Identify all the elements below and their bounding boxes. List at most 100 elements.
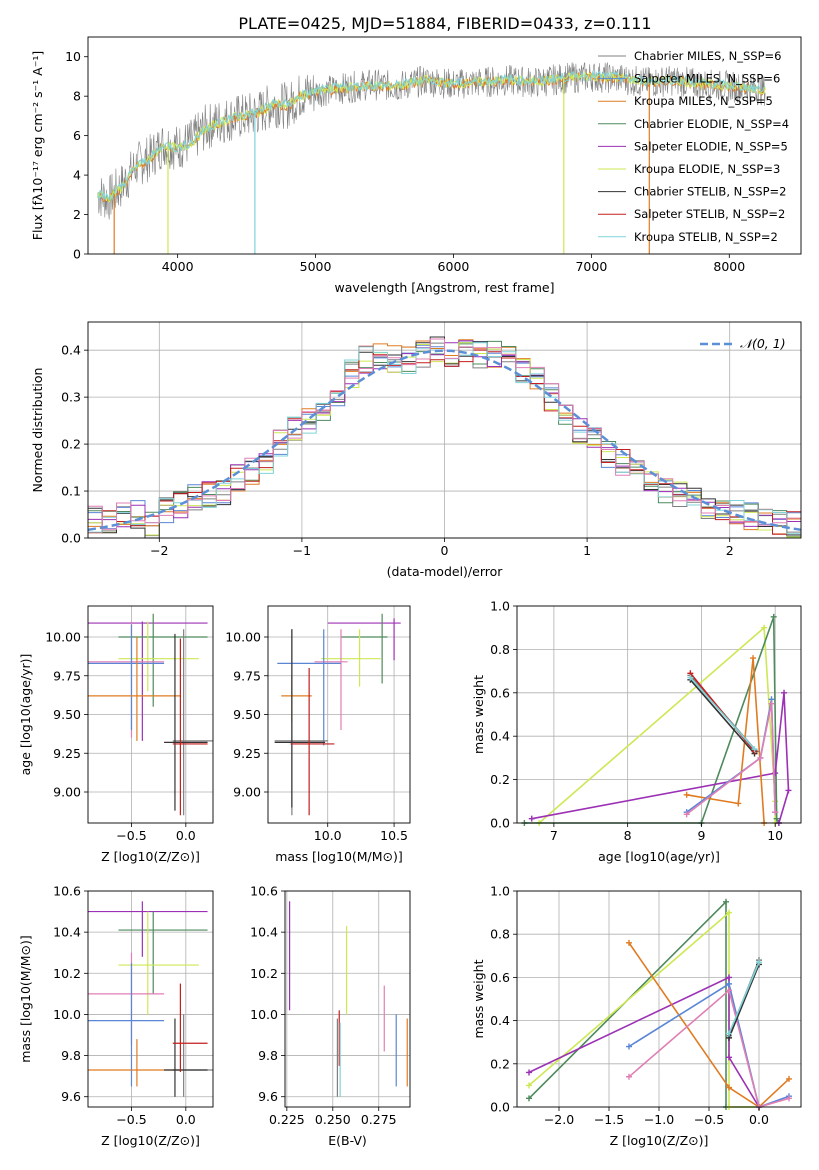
y-tick-label: 0.8	[490, 927, 510, 942]
x-axis-label: age [log10(age/yr)]	[598, 849, 720, 864]
y-tick-label: 10.2	[53, 966, 81, 981]
legend-label: 𝒩(0, 1)	[740, 336, 786, 351]
weight-line	[728, 961, 760, 1034]
x-tick-label: −0.5	[116, 828, 146, 843]
x-tick-label: 0.250	[315, 1112, 351, 1127]
panel-mass_vs_ebv: 0.225 0.250 0.275 9.6 9.8 10.0 10.2 10.4 10.6 E(B…	[250, 884, 411, 1148]
weight-marker	[772, 809, 779, 816]
x-tick-label: 6000	[438, 259, 470, 274]
y-tick-label: 0.3	[61, 390, 81, 405]
y-axis-label: Flux [fλ10⁻¹⁷ erg cm⁻² s⁻¹ A⁻¹]	[30, 51, 45, 240]
weight-line	[628, 988, 790, 1108]
weight-marker	[526, 1095, 532, 1102]
legend-label: Salpeter STELIB, N_SSP=2	[634, 207, 785, 221]
weight-line	[528, 899, 759, 1108]
y-tick-label: 9.75	[53, 668, 81, 683]
weight-marker	[773, 815, 780, 822]
y-tick-label: 10.0	[53, 1007, 81, 1022]
spectrum-lines	[97, 62, 766, 254]
y-tick-label: 0.2	[490, 772, 510, 787]
x-tick-label: 5000	[300, 259, 332, 274]
x-tick-label: −1.5	[594, 1112, 624, 1127]
y-tick-label: 10.00	[225, 630, 261, 645]
weight-line	[686, 658, 765, 824]
weight-line	[628, 982, 790, 1109]
y-tick-label: 0	[73, 247, 81, 262]
legend-label: Salpeter MILES, N_SSP=6	[634, 72, 780, 86]
y-tick-label: 9.00	[53, 785, 81, 800]
x-axis-label: Z [log10(Z/Z⊙)]	[610, 1133, 709, 1148]
x-tick-label: 10.5	[380, 828, 408, 843]
legend-label: Kroupa STELIB, N_SSP=2	[634, 230, 778, 244]
x-tick-label: −2.0	[544, 1112, 574, 1127]
y-tick-label: 0.4	[490, 1013, 510, 1028]
y-tick-label: 9.8	[258, 1048, 278, 1063]
y-tick-label: 1.0	[490, 884, 510, 899]
y-tick-label: 0.2	[490, 1056, 510, 1071]
weight-line	[528, 976, 760, 1108]
y-axis-label: mass weight	[471, 959, 486, 1038]
y-tick-label: 6	[73, 128, 81, 143]
y-tick-label: 10.4	[250, 925, 278, 940]
y-tick-label: 9.6	[61, 1089, 81, 1104]
x-axis-label: (data-model)/error	[387, 564, 504, 579]
weight-marker	[735, 800, 742, 807]
axes-frame	[87, 36, 802, 255]
x-tick-label: 9	[697, 828, 705, 843]
y-tick-label: 0.0	[61, 531, 81, 546]
weight-marker	[751, 746, 758, 753]
y-tick-label: 10.4	[53, 925, 81, 940]
y-tick-label: 10.6	[53, 884, 81, 899]
x-tick-label: 0.275	[361, 1112, 397, 1127]
weight-line	[689, 677, 756, 750]
y-tick-label: 0.8	[490, 642, 510, 657]
x-tick-label: 8000	[713, 259, 745, 274]
weight-marker	[626, 1073, 632, 1080]
y-tick-label: 9.75	[233, 668, 261, 683]
y-axis-label: mass weight	[471, 675, 486, 754]
y-tick-label: 9.50	[233, 707, 261, 722]
histogram-step	[87, 345, 801, 538]
x-tick-label: −1.0	[644, 1112, 674, 1127]
weight-marker	[526, 1069, 532, 1076]
x-tick-label: 0.0	[176, 828, 196, 843]
weight-marker	[626, 1043, 632, 1050]
x-axis-label: E(B-V)	[328, 1133, 367, 1148]
legend-label: Kroupa ELODIE, N_SSP=3	[634, 162, 780, 176]
y-tick-label: 0.0	[490, 1100, 510, 1115]
y-tick-label: 9.25	[53, 746, 81, 761]
y-tick-label: 0.4	[490, 729, 510, 744]
weight-marker	[761, 624, 768, 631]
x-tick-label: −2	[150, 543, 168, 558]
weight-marker	[683, 811, 690, 818]
weight-marker	[528, 815, 535, 822]
x-tick-label: 10.0	[314, 828, 342, 843]
weight-line	[689, 679, 756, 755]
x-axis-label: Z [log10(Z/Z⊙)]	[101, 1133, 200, 1148]
weight-marker	[526, 1082, 532, 1089]
weight-line	[686, 703, 776, 815]
weight-marker	[756, 959, 762, 966]
y-tick-label: 9.50	[53, 707, 81, 722]
y-tick-label: 10.0	[250, 1007, 278, 1022]
y-tick-label: 2	[73, 207, 81, 222]
panel-weight_vs_age: 7 8 9 10 0.0 0.2 0.4 0.6 0.8 1.0 age [log10(age/yr…	[471, 599, 802, 864]
x-tick-label: −0.5	[116, 1112, 146, 1127]
y-tick-label: 9.6	[258, 1089, 278, 1104]
panel-residuals: −2 −1 0 1 2 0.0 0.1 0.2 0.3 0.4 (data-model)/error…	[30, 321, 802, 579]
weight-marker	[726, 909, 732, 916]
weight-marker	[723, 898, 729, 905]
weight-marker	[757, 754, 764, 761]
panel-age_vs_Z: −0.5 0.0 9.00 9.25 9.50 9.75 10.00 Z [log10(Z/Z…	[18, 605, 214, 864]
x-tick-label: 10	[767, 828, 783, 843]
y-axis-label: Normed distribution	[30, 368, 45, 493]
x-axis-label: wavelength [Angstrom, rest frame]	[334, 280, 554, 295]
weight-line	[728, 964, 760, 1039]
weight-marker	[687, 674, 694, 681]
y-tick-label: 0.4	[61, 343, 81, 358]
weight-marker	[726, 1054, 732, 1061]
y-tick-label: 8	[73, 89, 81, 104]
y-tick-label: 4	[73, 168, 81, 183]
